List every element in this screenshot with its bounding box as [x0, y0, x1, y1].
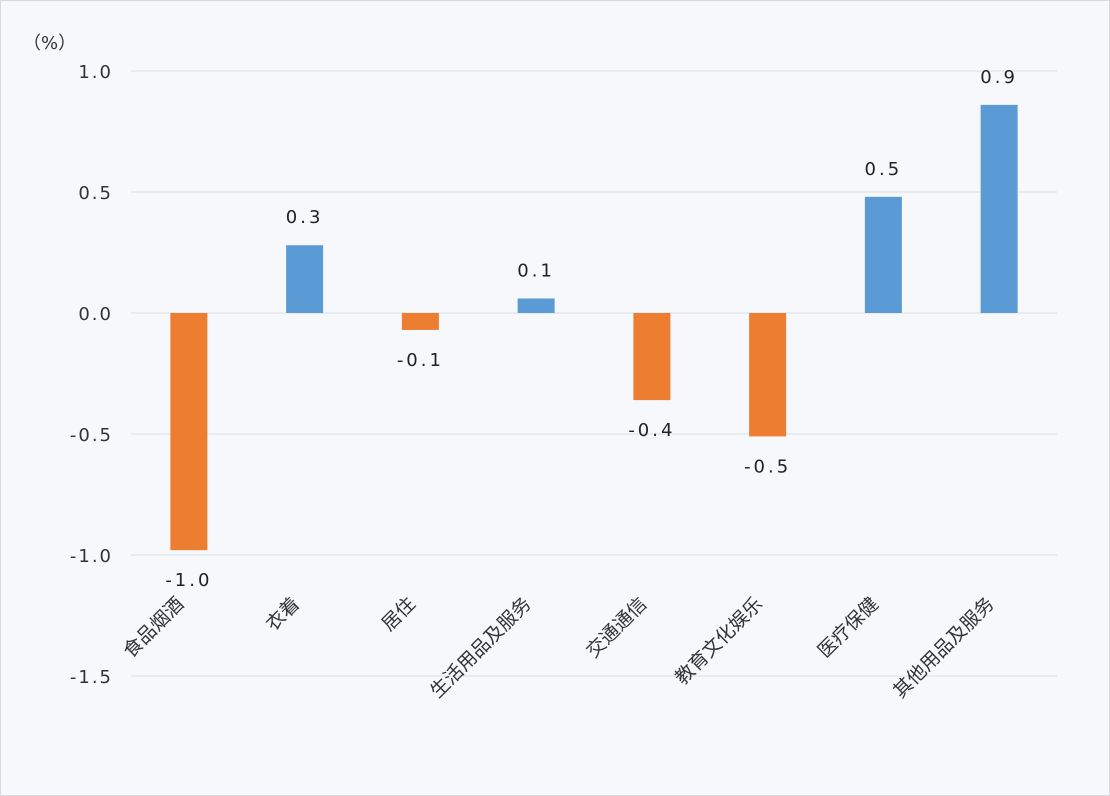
bar [170, 313, 208, 551]
category-label: 其他用品及服务 [889, 593, 999, 703]
category-label: 医疗保健 [814, 593, 883, 662]
data-label: -0.5 [744, 456, 791, 477]
category-label: 衣着 [262, 593, 304, 635]
category-label: 居住 [377, 593, 419, 635]
bar [286, 245, 324, 313]
data-label: -0.4 [628, 420, 675, 441]
y-tick-label: -1.5 [70, 667, 113, 688]
y-tick-label: -0.5 [70, 425, 113, 446]
data-label: 0.5 [865, 159, 903, 180]
y-axis-unit-label: （%） [23, 33, 76, 54]
data-label: -1.0 [165, 570, 212, 591]
y-tick-label: -1.0 [70, 546, 113, 567]
data-label: 0.9 [980, 67, 1018, 88]
y-tick-label: 1.0 [78, 62, 113, 83]
bar [864, 196, 902, 313]
category-label: 食品烟酒 [119, 593, 188, 662]
data-label: 0.1 [517, 260, 555, 281]
category-labels: 食品烟酒 衣着 居住 生活用品及服务 交通通信 教育文化娱乐 医疗保健 其他用品及服务 [119, 593, 999, 703]
bar [401, 313, 439, 330]
data-label: -0.1 [397, 350, 444, 371]
y-tick-label: 0.5 [78, 183, 113, 204]
data-labels: -1.0 0.3 -0.1 0.1 -0.4 -0.5 0.5 0.9 [165, 67, 1018, 591]
category-label: 生活用品及服务 [426, 593, 536, 703]
bar [749, 313, 787, 437]
category-label: 交通通信 [582, 593, 651, 662]
bars [170, 104, 1018, 551]
y-tick-labels: 1.0 0.5 0.0 -0.5 -1.0 -1.5 [70, 62, 113, 688]
bar [980, 104, 1018, 313]
bar [517, 298, 555, 313]
y-tick-label: 0.0 [78, 304, 113, 325]
bar [633, 313, 671, 401]
gridlines [131, 70, 1057, 677]
category-label: 教育文化娱乐 [671, 593, 767, 689]
data-label: 0.3 [286, 207, 324, 228]
